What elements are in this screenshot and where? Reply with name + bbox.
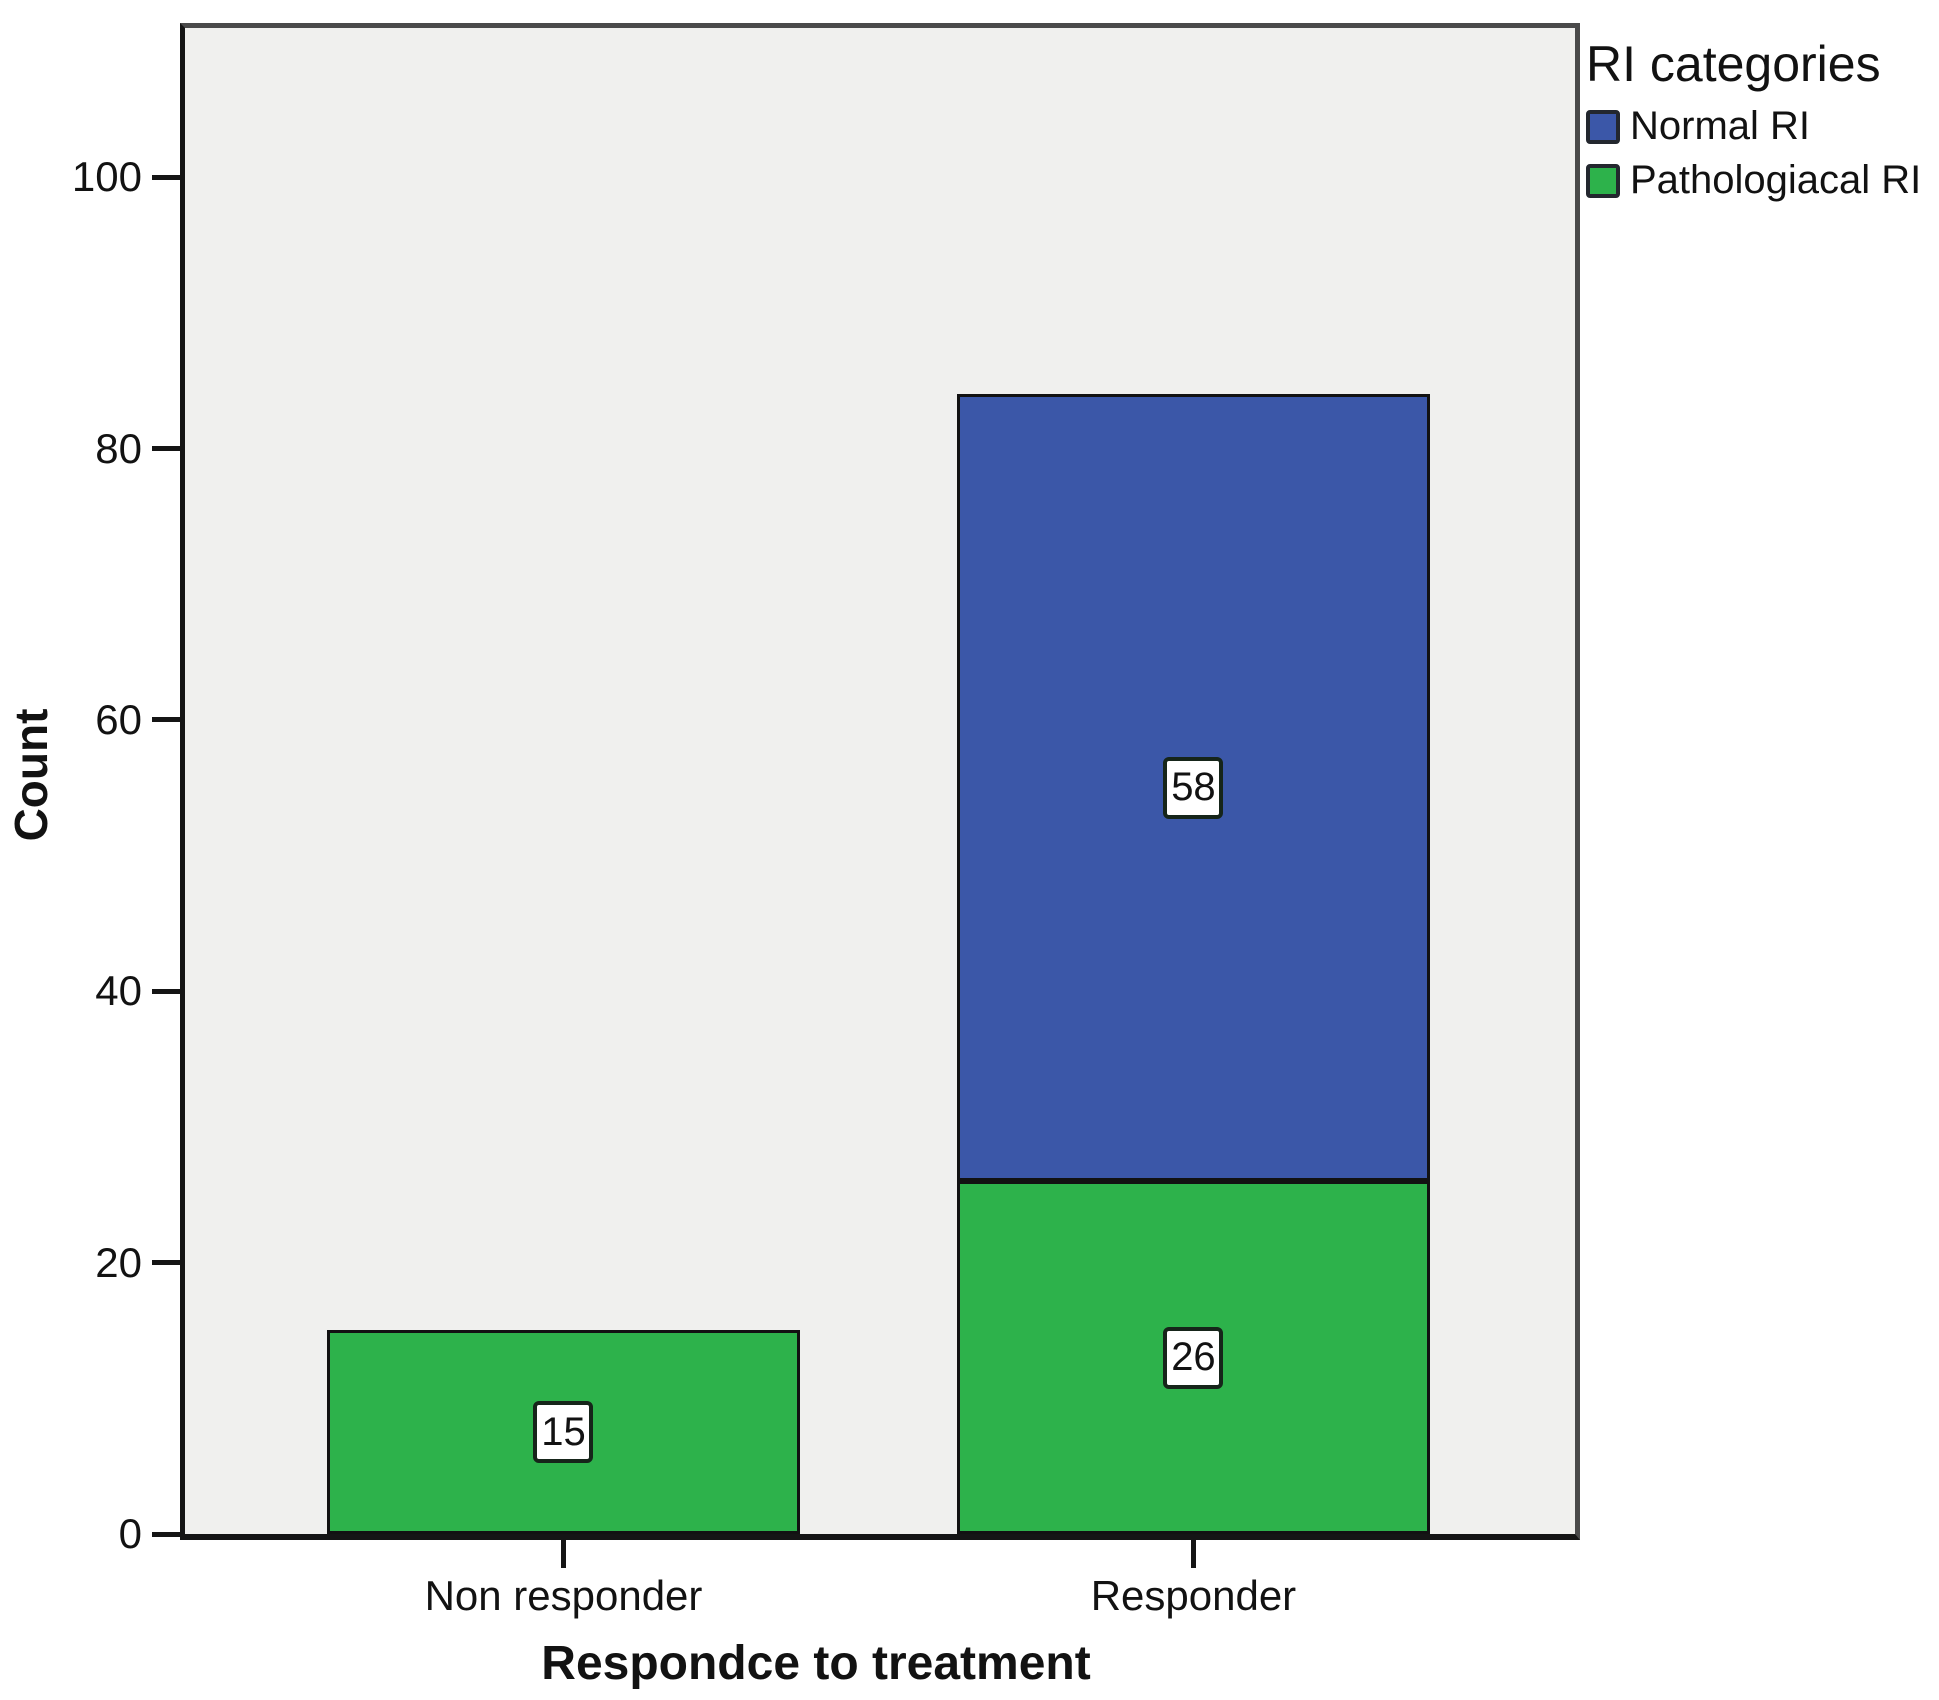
- legend-item-label: Normal RI: [1630, 104, 1811, 148]
- legend-items: Normal RI Pathologiacal RI: [1586, 104, 1921, 203]
- x-tick-mark: [560, 1540, 566, 1568]
- legend-title: RI categories: [1586, 36, 1881, 92]
- legend-item-label: Pathologiacal RI: [1630, 158, 1922, 202]
- y-tick-label: 60: [95, 695, 142, 743]
- bar-value-label: 26: [1163, 1326, 1224, 1389]
- y-tick-label: 80: [95, 424, 142, 472]
- y-tick-label: 100: [71, 153, 142, 201]
- legend-swatch-normal-ri: [1586, 109, 1620, 144]
- legend-item: Normal RI: [1586, 104, 1921, 149]
- legend-swatch-pathologiacal-ri: [1586, 163, 1620, 198]
- y-tick-mark: [152, 446, 180, 452]
- y-tick-mark: [152, 988, 180, 994]
- y-tick-mark: [152, 174, 180, 180]
- y-tick-mark: [152, 1260, 180, 1266]
- y-axis-title: Count: [5, 708, 57, 842]
- x-axis-title: Respondce to treatment: [541, 1637, 1091, 1690]
- x-axis-category-label: Non responder: [424, 1572, 703, 1619]
- y-tick-label: 0: [118, 1510, 142, 1557]
- y-tick-label: 20: [95, 1238, 142, 1286]
- y-tick-mark: [152, 717, 180, 723]
- bar-value-label: 15: [533, 1401, 594, 1464]
- legend-item: Pathologiacal RI: [1586, 158, 1921, 203]
- legend: RI categories Normal RI Pathologiacal RI: [1586, 36, 1921, 212]
- y-tick-label: 40: [95, 967, 142, 1015]
- x-tick-mark: [1190, 1540, 1196, 1568]
- bar-value-label: 58: [1163, 756, 1224, 819]
- y-tick-mark: [152, 1531, 180, 1537]
- x-axis-category-label: Responder: [1090, 1572, 1297, 1619]
